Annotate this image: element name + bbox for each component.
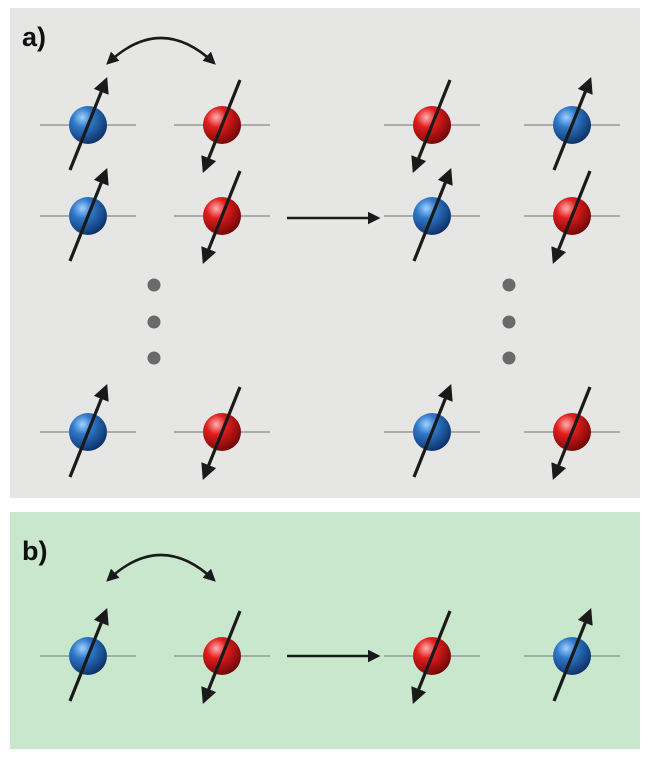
after-row-3-right-atom [524, 386, 620, 480]
spin-down-arrow-icon [201, 79, 242, 173]
spin-up-arrow-icon [412, 384, 453, 478]
spin-up-arrow-icon [68, 384, 109, 478]
after-row-3-left-atom [384, 384, 480, 478]
panel-b-background [10, 512, 640, 749]
spin-up-arrow-icon [68, 168, 109, 262]
panel-a-content [40, 36, 620, 480]
after-row-1-left-atom [384, 79, 480, 173]
spin-down-arrow-icon [411, 610, 452, 704]
spin-down-arrow-icon [551, 170, 592, 264]
panel-a-background [10, 8, 640, 498]
panel-b-label: b) [22, 536, 47, 566]
before-row-3-right-atom [174, 386, 270, 480]
ellipsis-dot [147, 315, 161, 329]
after-row-2-right-atom [524, 170, 620, 264]
swap-arc-icon [106, 553, 216, 582]
spin-up-arrow-icon [552, 77, 593, 171]
before-row-1-right-atom [174, 79, 270, 173]
panel-b: b) [10, 512, 640, 749]
spin-up-arrow-icon [412, 168, 453, 262]
spin-down-arrow-icon [551, 386, 592, 480]
spin-up-arrow-icon [552, 608, 593, 702]
spin-up-arrow-icon [68, 608, 109, 702]
ellipsis-dot [147, 278, 161, 292]
panel-a-label: a) [22, 22, 46, 52]
spin-down-arrow-icon [201, 170, 242, 264]
ellipsis-dots-icon [502, 278, 516, 365]
after-row-1-right-atom [524, 608, 620, 702]
ellipsis-dots-icon [147, 278, 161, 365]
before-row-2-left-atom [40, 168, 136, 262]
ellipsis-dot [502, 315, 516, 329]
panel-a: a) [10, 8, 640, 498]
ellipsis-dot [502, 351, 516, 365]
panel-b-content [40, 553, 620, 704]
spin-up-arrow-icon [68, 77, 109, 171]
ellipsis-dot [147, 351, 161, 365]
spin-down-arrow-icon [201, 610, 242, 704]
before-row-1-left-atom [40, 608, 136, 702]
swap-arc-icon [106, 36, 216, 65]
ellipsis-dot [502, 278, 516, 292]
before-row-1-left-atom [40, 77, 136, 171]
after-row-1-right-atom [524, 77, 620, 171]
after-row-2-left-atom [384, 168, 480, 262]
spin-down-arrow-icon [411, 79, 452, 173]
before-row-3-left-atom [40, 384, 136, 478]
before-row-2-right-atom [174, 170, 270, 264]
spin-down-arrow-icon [201, 386, 242, 480]
after-row-1-left-atom [384, 610, 480, 704]
before-row-1-right-atom [174, 610, 270, 704]
